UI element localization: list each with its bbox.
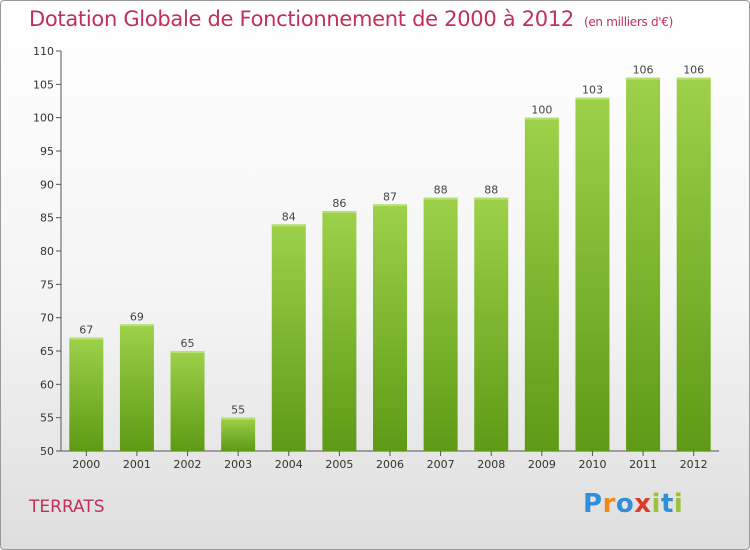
bar-value-label: 103 xyxy=(582,84,603,97)
bar-highlight xyxy=(423,197,458,200)
x-tick-label: 2004 xyxy=(275,458,303,471)
bars-group: 67 69 65 55 84 86 87 88 88 100 103 106 106 xyxy=(69,64,711,452)
x-tick-label: 2000 xyxy=(72,458,100,471)
bar-value-label: 84 xyxy=(282,210,296,223)
bar-2010 xyxy=(575,97,610,452)
bar-value-label: 106 xyxy=(683,64,704,77)
bar-2002 xyxy=(170,351,205,451)
y-tick-label: 75 xyxy=(40,278,54,291)
bar-highlight xyxy=(676,77,711,80)
bar-2003 xyxy=(221,417,256,451)
bar-highlight xyxy=(170,351,205,353)
logo-letter: i xyxy=(673,489,684,519)
bar-highlight xyxy=(626,77,661,80)
chart-unit: (en milliers d'€) xyxy=(583,15,673,29)
bar-value-label: 69 xyxy=(130,310,144,323)
bar-value-label: 88 xyxy=(434,184,448,197)
x-tick-label: 2007 xyxy=(427,458,455,471)
bar-2007 xyxy=(423,197,458,451)
x-tick-label: 2012 xyxy=(680,458,708,471)
proxiti-logo: Proxiti xyxy=(583,489,683,519)
y-tick-label: 110 xyxy=(33,45,54,58)
y-tick-label: 55 xyxy=(40,412,54,425)
logo-letter: o xyxy=(615,489,635,519)
x-tick-label: 2001 xyxy=(123,458,151,471)
y-tick-label: 65 xyxy=(40,345,54,358)
bar-highlight xyxy=(322,211,357,213)
y-tick-label: 60 xyxy=(40,378,54,391)
bar-2011 xyxy=(626,77,661,452)
y-tick-label: 90 xyxy=(40,178,54,191)
x-tick-label: 2009 xyxy=(528,458,556,471)
bar-value-label: 86 xyxy=(332,197,346,210)
chart-title: Dotation Globale de Fonctionnement de 20… xyxy=(29,7,673,31)
bar-value-label: 87 xyxy=(383,190,397,203)
bar-value-label: 106 xyxy=(633,64,654,77)
x-tick-label: 2010 xyxy=(578,458,606,471)
bar-2012 xyxy=(676,77,711,452)
bar-2005 xyxy=(322,211,357,451)
x-tick-label: 2006 xyxy=(376,458,404,471)
bar-highlight xyxy=(69,337,104,340)
bar-highlight xyxy=(575,97,610,100)
x-tick-label: 2002 xyxy=(174,458,202,471)
bar-2004 xyxy=(271,224,306,451)
x-tick-label: 2003 xyxy=(224,458,252,471)
commune-name: TERRATS xyxy=(29,497,105,517)
x-tick-label: 2011 xyxy=(629,458,657,471)
logo-letter: x xyxy=(634,489,652,519)
bar-value-label: 100 xyxy=(531,104,552,117)
bar-highlight xyxy=(474,197,509,200)
x-tick-label: 2008 xyxy=(477,458,505,471)
bar-highlight xyxy=(373,204,407,207)
y-tick-label: 100 xyxy=(33,112,54,125)
bar-2006 xyxy=(373,204,407,451)
logo-letter: i xyxy=(651,489,661,519)
y-tick-label: 70 xyxy=(40,312,54,325)
y-tick-label: 80 xyxy=(40,245,54,258)
y-tick-label: 50 xyxy=(40,445,54,458)
y-tick-label: 95 xyxy=(40,145,54,158)
bar-value-label: 67 xyxy=(79,324,93,337)
logo-letter: P xyxy=(583,489,603,519)
bar-highlight xyxy=(524,117,559,120)
y-tick-label: 105 xyxy=(33,78,54,91)
chart-title-text: Dotation Globale de Fonctionnement de 20… xyxy=(29,7,574,31)
bar-highlight xyxy=(271,224,306,227)
logo-letter: r xyxy=(602,489,616,519)
y-tick-label: 85 xyxy=(40,212,54,225)
bar-highlight xyxy=(221,417,256,420)
axes: 50 55 60 65 70 75 80 85 90 95 100 105 110 2000 2001 200… xyxy=(33,45,719,471)
bar-2000 xyxy=(69,337,104,451)
bar-value-label: 88 xyxy=(484,184,498,197)
logo-letter: t xyxy=(660,489,674,519)
x-tick-label: 2005 xyxy=(325,458,353,471)
bar-value-label: 65 xyxy=(181,337,195,350)
bar-2008 xyxy=(474,197,509,451)
bar-2009 xyxy=(524,117,559,452)
bar-value-label: 55 xyxy=(231,404,245,417)
bar-highlight xyxy=(119,324,154,327)
bar-2001 xyxy=(119,324,154,451)
